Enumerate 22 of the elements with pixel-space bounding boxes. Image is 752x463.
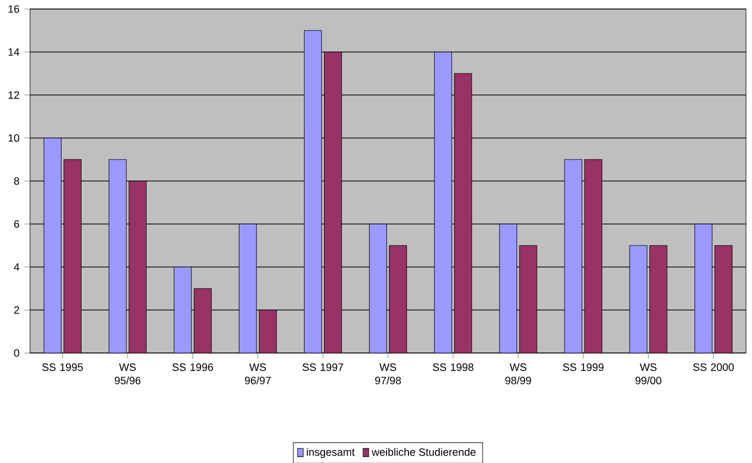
x-tick-label: SS 2000 [693,363,734,371]
x-tick-label: SS 1996 [172,363,214,371]
x-tick-label: SS 1997 [302,363,344,371]
y-tick-label: 16 [8,5,20,13]
y-tick-label: 6 [14,220,20,228]
legend-label: weibliche Studierende [372,448,476,456]
y-tick-label: 4 [14,263,20,270]
x-tick-label: WS 97/98 [375,363,401,384]
x-tick-label: SS 1999 [563,363,604,371]
x-tick-label: SS 1998 [432,363,474,371]
x-tick-label: SS 1995 [42,363,83,371]
y-tick-label: 12 [8,91,20,99]
x-tick-label: WS 95/96 [114,363,141,384]
legend-label: insgesamt [306,448,355,458]
y-tick-label: 10 [8,134,20,142]
x-tick-label: WS 96/97 [244,363,271,384]
y-tick-label: 2 [14,306,20,314]
y-tick-label: 8 [14,177,20,185]
x-tick-label: WS 98/99 [505,363,532,384]
y-tick-label: 14 [8,48,20,56]
x-tick-label: WS 99/00 [636,363,662,384]
y-tick-label: 0 [14,349,20,357]
